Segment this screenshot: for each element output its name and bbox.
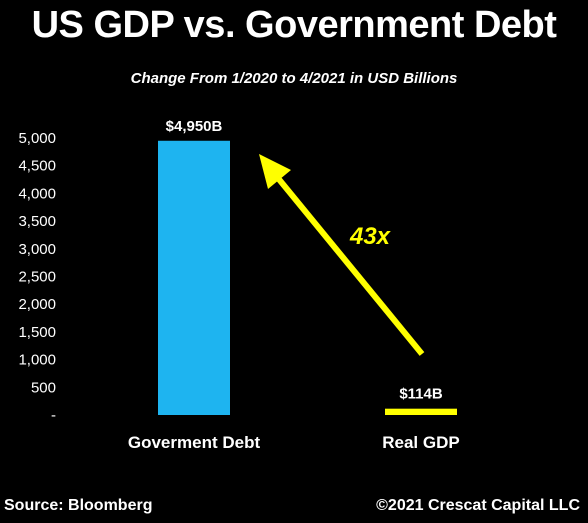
data-label: $4,950B (166, 118, 223, 135)
data-label: $114B (399, 386, 443, 403)
y-tick-label: 500 (31, 379, 56, 396)
y-tick-label: 5,000 (18, 130, 56, 147)
y-tick-label: 4,500 (18, 158, 56, 175)
y-tick-label: 2,500 (18, 269, 56, 286)
bar-government-debt (158, 140, 230, 415)
y-tick-label: - (51, 407, 56, 424)
x-category-label: Goverment Debt (128, 433, 261, 452)
arrow-head (259, 154, 291, 189)
bar-chart: - 500 1,000 1,500 2,000 2,500 3,000 3,500 4,000 4… (18, 118, 459, 452)
y-tick-label: 3,500 (18, 213, 56, 230)
bar-real-gdp (385, 408, 457, 415)
arrow-shaft (270, 170, 425, 356)
multiplier-annotation: 43x (349, 223, 392, 250)
source-note: Source: Bloomberg (4, 497, 153, 514)
y-tick-label: 1,000 (18, 352, 56, 369)
y-tick-label: 2,000 (18, 296, 56, 313)
y-tick-label: 4,000 (18, 185, 56, 202)
y-tick-label: 1,500 (18, 324, 56, 341)
y-tick-label: 3,000 (18, 241, 56, 258)
copyright-note: ©2021 Crescat Capital LLC (376, 497, 580, 514)
chart-title: US GDP vs. Government Debt (31, 4, 557, 46)
x-category-label: Real GDP (382, 433, 459, 452)
chart-subtitle: Change From 1/2020 to 4/2021 in USD Bill… (130, 70, 458, 87)
